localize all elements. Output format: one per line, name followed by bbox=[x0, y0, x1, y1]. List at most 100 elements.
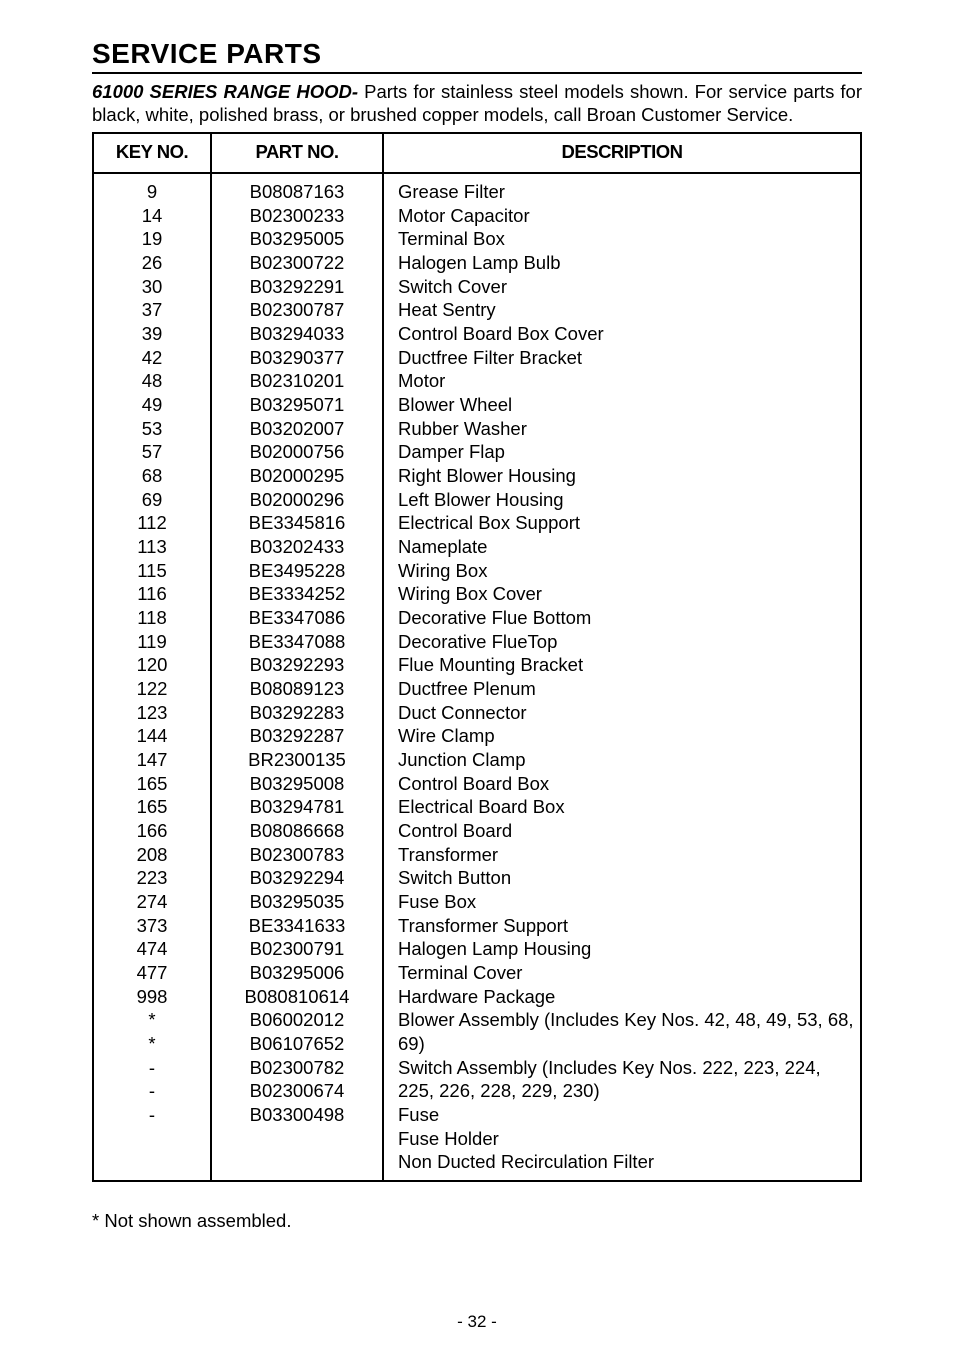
key-value: 112 bbox=[94, 511, 210, 535]
part-value: B06002012 bbox=[212, 1008, 382, 1032]
key-value: * bbox=[94, 1032, 210, 1056]
desc-value: Grease Filter bbox=[398, 180, 860, 204]
header-description: DESCRIPTION bbox=[383, 133, 861, 173]
table-header-row: KEY NO. PART NO. DESCRIPTION bbox=[93, 133, 861, 173]
key-value: 26 bbox=[94, 251, 210, 275]
table-body-row: 9141926303739424849535768691121131151161… bbox=[93, 173, 861, 1181]
desc-value: Blower Assembly (Includes Key Nos. 42, 4… bbox=[398, 1008, 860, 1055]
key-value: 19 bbox=[94, 227, 210, 251]
key-value: * bbox=[94, 1008, 210, 1032]
desc-value: Control Board bbox=[398, 819, 860, 843]
part-value: B03294033 bbox=[212, 322, 382, 346]
part-value: B03295008 bbox=[212, 772, 382, 796]
part-value: B06107652 bbox=[212, 1032, 382, 1056]
desc-value: Wiring Box bbox=[398, 559, 860, 583]
part-value: B03292293 bbox=[212, 653, 382, 677]
part-value: B02300674 bbox=[212, 1079, 382, 1103]
part-value: B03202433 bbox=[212, 535, 382, 559]
key-value: 165 bbox=[94, 795, 210, 819]
desc-value: Fuse Box bbox=[398, 890, 860, 914]
desc-value: Terminal Cover bbox=[398, 961, 860, 985]
part-value: B02300782 bbox=[212, 1056, 382, 1080]
key-value: 373 bbox=[94, 914, 210, 938]
desc-value: Ductfree Plenum bbox=[398, 677, 860, 701]
key-value: 113 bbox=[94, 535, 210, 559]
key-value: 120 bbox=[94, 653, 210, 677]
part-value: B03292294 bbox=[212, 866, 382, 890]
desc-value: Motor bbox=[398, 369, 860, 393]
key-value: 49 bbox=[94, 393, 210, 417]
desc-value: Hardware Package bbox=[398, 985, 860, 1009]
part-value: BE3347088 bbox=[212, 630, 382, 654]
key-value: 116 bbox=[94, 582, 210, 606]
key-value: - bbox=[94, 1056, 210, 1080]
page-title: SERVICE PARTS bbox=[92, 38, 862, 70]
desc-value: Switch Button bbox=[398, 866, 860, 890]
part-value: BE3495228 bbox=[212, 559, 382, 583]
key-value: 223 bbox=[94, 866, 210, 890]
part-value: B02000295 bbox=[212, 464, 382, 488]
intro-bold: 61000 SERIES RANGE HOOD- bbox=[92, 81, 358, 102]
key-value: 122 bbox=[94, 677, 210, 701]
desc-column: Grease FilterMotor CapacitorTerminal Box… bbox=[383, 173, 861, 1181]
part-value: B03294781 bbox=[212, 795, 382, 819]
key-value: 115 bbox=[94, 559, 210, 583]
key-value: 57 bbox=[94, 440, 210, 464]
key-value: 30 bbox=[94, 275, 210, 299]
part-value: B08086668 bbox=[212, 819, 382, 843]
desc-value: Wire Clamp bbox=[398, 724, 860, 748]
key-value: 42 bbox=[94, 346, 210, 370]
desc-value: Rubber Washer bbox=[398, 417, 860, 441]
desc-value: Fuse bbox=[398, 1103, 860, 1127]
desc-value: Junction Clamp bbox=[398, 748, 860, 772]
part-value: B02300783 bbox=[212, 843, 382, 867]
desc-value: Ductfree Filter Bracket bbox=[398, 346, 860, 370]
desc-value: Halogen Lamp Housing bbox=[398, 937, 860, 961]
part-value: B02000296 bbox=[212, 488, 382, 512]
desc-value: Motor Capacitor bbox=[398, 204, 860, 228]
key-value: 166 bbox=[94, 819, 210, 843]
desc-value: Wiring Box Cover bbox=[398, 582, 860, 606]
desc-value: Electrical Box Support bbox=[398, 511, 860, 535]
intro-paragraph: 61000 SERIES RANGE HOOD- Parts for stain… bbox=[92, 80, 862, 126]
key-value: 53 bbox=[94, 417, 210, 441]
part-value: B03295006 bbox=[212, 961, 382, 985]
desc-value: Nameplate bbox=[398, 535, 860, 559]
page-number: - 32 - bbox=[92, 1312, 862, 1332]
desc-value: Terminal Box bbox=[398, 227, 860, 251]
key-value: 165 bbox=[94, 772, 210, 796]
key-value: 208 bbox=[94, 843, 210, 867]
part-column: B08087163B02300233B03295005B02300722B032… bbox=[211, 173, 383, 1181]
desc-value: Non Ducted Recirculation Filter bbox=[398, 1150, 860, 1174]
key-value: 69 bbox=[94, 488, 210, 512]
desc-value: Right Blower Housing bbox=[398, 464, 860, 488]
header-partno: PART NO. bbox=[211, 133, 383, 173]
desc-value: Switch Cover bbox=[398, 275, 860, 299]
footnote: * Not shown assembled. bbox=[92, 1210, 862, 1232]
part-value: B03300498 bbox=[212, 1103, 382, 1127]
key-column: 9141926303739424849535768691121131151161… bbox=[93, 173, 211, 1181]
key-value: 144 bbox=[94, 724, 210, 748]
part-value: B03290377 bbox=[212, 346, 382, 370]
desc-value: Flue Mounting Bracket bbox=[398, 653, 860, 677]
key-value: - bbox=[94, 1103, 210, 1127]
part-value: B08087163 bbox=[212, 180, 382, 204]
part-value: BE3347086 bbox=[212, 606, 382, 630]
desc-value: Halogen Lamp Bulb bbox=[398, 251, 860, 275]
desc-value: Electrical Board Box bbox=[398, 795, 860, 819]
desc-value: Damper Flap bbox=[398, 440, 860, 464]
part-value: B02300787 bbox=[212, 298, 382, 322]
key-value: - bbox=[94, 1079, 210, 1103]
desc-value: Blower Wheel bbox=[398, 393, 860, 417]
part-value: BR2300135 bbox=[212, 748, 382, 772]
part-value: B03295035 bbox=[212, 890, 382, 914]
key-value: 48 bbox=[94, 369, 210, 393]
key-value: 39 bbox=[94, 322, 210, 346]
key-value: 477 bbox=[94, 961, 210, 985]
key-value: 123 bbox=[94, 701, 210, 725]
desc-value: Heat Sentry bbox=[398, 298, 860, 322]
parts-table: KEY NO. PART NO. DESCRIPTION 91419263037… bbox=[92, 132, 862, 1182]
key-value: 147 bbox=[94, 748, 210, 772]
part-value: B080810614 bbox=[212, 985, 382, 1009]
desc-value: Switch Assembly (Includes Key Nos. 222, … bbox=[398, 1056, 860, 1103]
